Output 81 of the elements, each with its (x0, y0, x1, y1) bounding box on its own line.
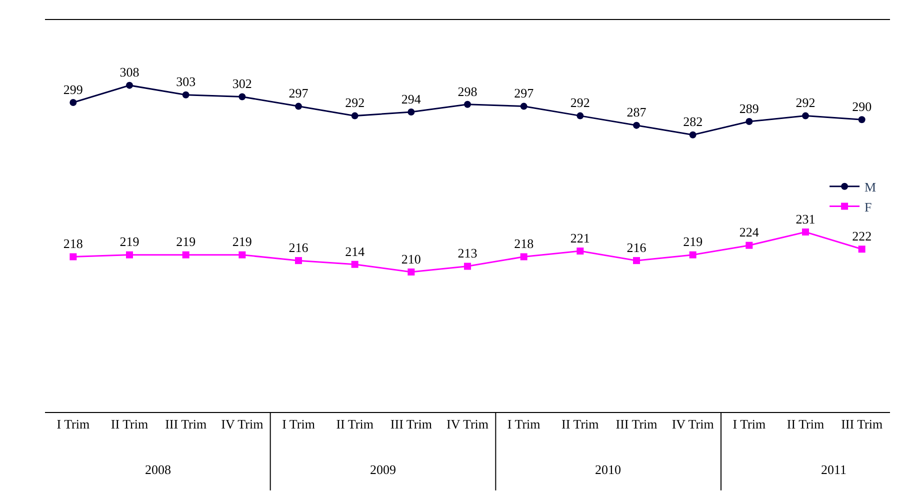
data-label: 298 (458, 84, 478, 99)
point (746, 118, 753, 126)
data-label: 219 (683, 234, 703, 250)
text: 2008 (145, 462, 171, 477)
data-label: 289 (739, 100, 759, 116)
point (464, 100, 471, 108)
data-label: 224 (739, 224, 760, 240)
point (802, 112, 809, 120)
data-label: 219 (176, 234, 196, 250)
data-label: 219 (232, 234, 252, 250)
point (746, 242, 753, 249)
text: 2009 (370, 462, 396, 477)
x-tick-label: I Trim (282, 416, 315, 432)
data-label: 297 (288, 86, 309, 101)
data-label: 299 (63, 82, 83, 97)
x-tick-label: I Trim (56, 416, 90, 432)
point (238, 251, 246, 258)
point (576, 112, 584, 120)
legend-label: F (864, 199, 872, 214)
point (351, 260, 358, 268)
text: 2011 (821, 462, 847, 477)
x-tick-label: III Trim (390, 416, 432, 432)
point (126, 82, 133, 89)
point (408, 268, 415, 276)
x-tick-label: II Trim (110, 416, 148, 432)
point (802, 228, 809, 236)
point (182, 251, 190, 258)
point (351, 112, 358, 120)
point (633, 122, 640, 129)
point (295, 257, 302, 264)
point (689, 131, 696, 138)
data-label: 292 (345, 95, 365, 110)
data-label: 214 (345, 244, 366, 259)
point (295, 102, 302, 110)
data-label: 218 (514, 236, 534, 252)
data-label: 297 (514, 86, 534, 101)
x-tick-label: III Trim (165, 416, 207, 432)
point (70, 98, 77, 106)
data-label: 292 (796, 95, 816, 110)
data-label: 231 (796, 211, 816, 226)
x-tick-label: IV Trim (221, 416, 264, 432)
data-label: 287 (626, 104, 647, 120)
data-label: 294 (401, 91, 422, 106)
point (238, 93, 246, 100)
data-label: 216 (288, 240, 309, 255)
legend-label: M (864, 179, 877, 194)
x-tick-label: I Trim (507, 416, 540, 432)
point (408, 108, 415, 116)
data-label: 219 (120, 234, 140, 250)
data-label: 290 (852, 98, 872, 114)
data-label: 213 (458, 246, 478, 261)
point (126, 251, 133, 258)
point (464, 262, 471, 270)
data-label: 222 (852, 228, 872, 244)
data-label: 308 (120, 64, 140, 80)
point (858, 116, 866, 124)
x-tick-label: II Trim (562, 416, 599, 432)
data-label: 292 (570, 95, 590, 110)
data-label: 221 (570, 230, 590, 246)
point (520, 253, 528, 260)
x-tick-label: II Trim (786, 416, 824, 432)
point (520, 102, 528, 110)
x-tick-label: IV Trim (446, 416, 489, 432)
point (182, 91, 190, 98)
x-tick-label: III Trim (841, 416, 883, 432)
point (689, 251, 696, 258)
data-label: 218 (63, 236, 83, 252)
x-tick-label: I Trim (732, 416, 766, 432)
point (70, 253, 77, 260)
text: 2010 (595, 462, 621, 477)
data-label: 303 (176, 74, 196, 90)
x-tick-label: III Trim (616, 416, 658, 432)
data-label: 210 (401, 251, 421, 266)
point (858, 246, 866, 253)
data-label: 302 (232, 76, 252, 92)
point (576, 248, 584, 255)
data-label: 216 (626, 240, 647, 255)
point (633, 257, 640, 264)
x-tick-label: II Trim (336, 416, 374, 432)
data-label: 282 (683, 114, 703, 130)
x-tick-label: IV Trim (672, 416, 714, 432)
